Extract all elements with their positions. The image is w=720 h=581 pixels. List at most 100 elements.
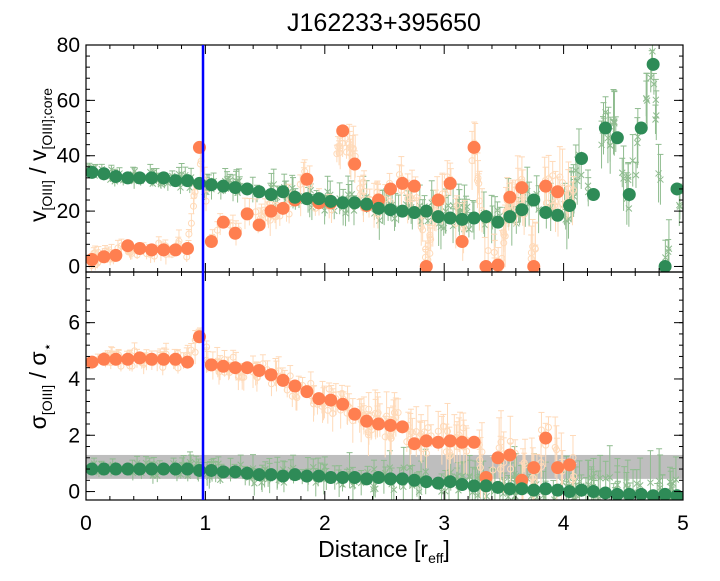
panel-0-series-0-point [515,181,529,195]
panel-1-series-1-point [622,487,636,500]
faint-spaxel-marker [444,202,452,209]
panel-0-series-0-point [121,239,135,253]
faint-spaxel-marker [419,226,427,234]
panel-1-series-1-point [539,482,553,496]
panel-0-series-0-point [276,201,290,215]
faint-spaxel-marker [307,186,315,194]
panel-1-series-1-point [383,472,397,486]
panel-0-series-0-point [97,250,111,264]
panel-1-series-0-point [348,407,362,421]
faint-spaxel-marker [375,217,383,224]
faint-spaxel-marker [459,472,467,480]
panel-1-series-1-point [336,470,350,484]
panel-1-series-1-point [467,479,481,493]
panel-0-background-layer [86,45,683,272]
faint-spaxel-marker [495,444,503,452]
faint-spaxel-marker [234,373,242,381]
panel-0-series-1-point [300,192,314,206]
faint-spaxel-marker [527,249,535,257]
faint-spaxel-marker [444,427,452,435]
panel-0-series-1-point [324,194,338,208]
panel-1-series-1-point [145,462,159,476]
panel-0-series-0-point [109,248,123,262]
faint-spaxel-marker [386,464,394,471]
panel-1-series-1-point [431,476,445,490]
faint-spaxel-marker [238,373,246,381]
faint-spaxel-marker [422,468,430,476]
faint-spaxel-marker [652,116,659,123]
panel-0-series-0-point [491,258,505,272]
x-axis-label: Distance [reff] [318,536,450,566]
panel-1-series-1-point [169,462,183,476]
faint-spaxel-marker [643,97,651,104]
panel-1-series-0-point [563,458,577,472]
panel-0-series-1-point [109,169,123,183]
panel-0-series-0-point [443,176,457,190]
faint-spaxel-marker [489,466,497,474]
faint-spaxel-marker [593,501,599,507]
panel-1-series-0-point [383,418,397,432]
panel-1-series-1-point [563,485,577,499]
panel-1-series-0-point [216,359,230,373]
faint-spaxel-marker [334,143,342,151]
faint-spaxel-marker [636,482,644,489]
faint-spaxel-marker [483,492,490,500]
x-tick-label: 4 [558,512,570,535]
panel-1-series-1-point [443,475,457,489]
faint-spaxel-marker [191,188,199,196]
panel-0-series-1-point [312,192,326,206]
faint-spaxel-marker [537,426,545,434]
faint-spaxel-marker [650,80,658,88]
panel-1-series-1-point [240,466,254,480]
faint-spaxel-marker [573,501,579,507]
panel-0-series-0-point [204,235,218,249]
faint-spaxel-marker [466,473,474,481]
panel-0-series-1-point [145,171,159,185]
panel-0-series-0-point [551,185,565,199]
panel-0-marker-layer [86,57,683,272]
panel-0-series-1-point [598,121,612,135]
faint-spaxel-marker [565,184,573,192]
faint-spaxel-marker [627,508,633,514]
panel-1-series-1-point [252,468,266,482]
panel-0-series-0-point [503,190,517,204]
panel-1-series-1-point [228,465,242,479]
faint-spaxel-marker [511,492,519,500]
panel-0-series-1-point [204,178,218,192]
panel-1-series-0-point [431,435,445,449]
panel-0-series-0-point [467,140,481,154]
faint-spaxel-marker [190,192,198,200]
panel-1-series-1-point [515,482,529,496]
faint-spaxel-marker [529,474,537,482]
panel-1-marker-layer [86,330,683,500]
panel-1-series-0-point [145,352,159,366]
panel-1-series-1-point [348,470,362,484]
faint-spaxel-marker [628,503,634,509]
panel-1-y-tick-label: 2 [68,424,80,447]
faint-spaxel-marker [406,464,414,471]
panel-1-series-1-point [288,468,302,482]
faint-spaxel-marker [612,504,618,510]
faint-spaxel-marker [632,171,640,179]
faint-spaxel-marker [187,219,195,227]
panel-1-series-0-point [204,358,218,372]
faint-spaxel-marker [426,249,434,257]
faint-spaxel-marker [537,459,545,467]
faint-spaxel-marker [476,464,484,472]
panel-1-series-0-point [372,417,386,431]
panel-1-series-0-point [455,435,469,449]
panel-1-series-1-point [109,462,123,476]
panel-1-series-0-point [288,379,302,393]
panel-0-series-0-point [539,179,553,193]
faint-spaxel-marker [668,507,674,513]
panel-0-series-1-point [228,181,242,195]
faint-spaxel-marker [426,231,434,239]
panel-0-series-1-point [575,152,589,165]
panel-1-series-1-point [551,483,565,497]
panel-1-series-1-point [455,478,469,492]
faint-spaxel-marker [373,410,381,418]
panel-1-series-0-point [443,434,457,448]
panel-1-series-0-point [86,355,99,369]
